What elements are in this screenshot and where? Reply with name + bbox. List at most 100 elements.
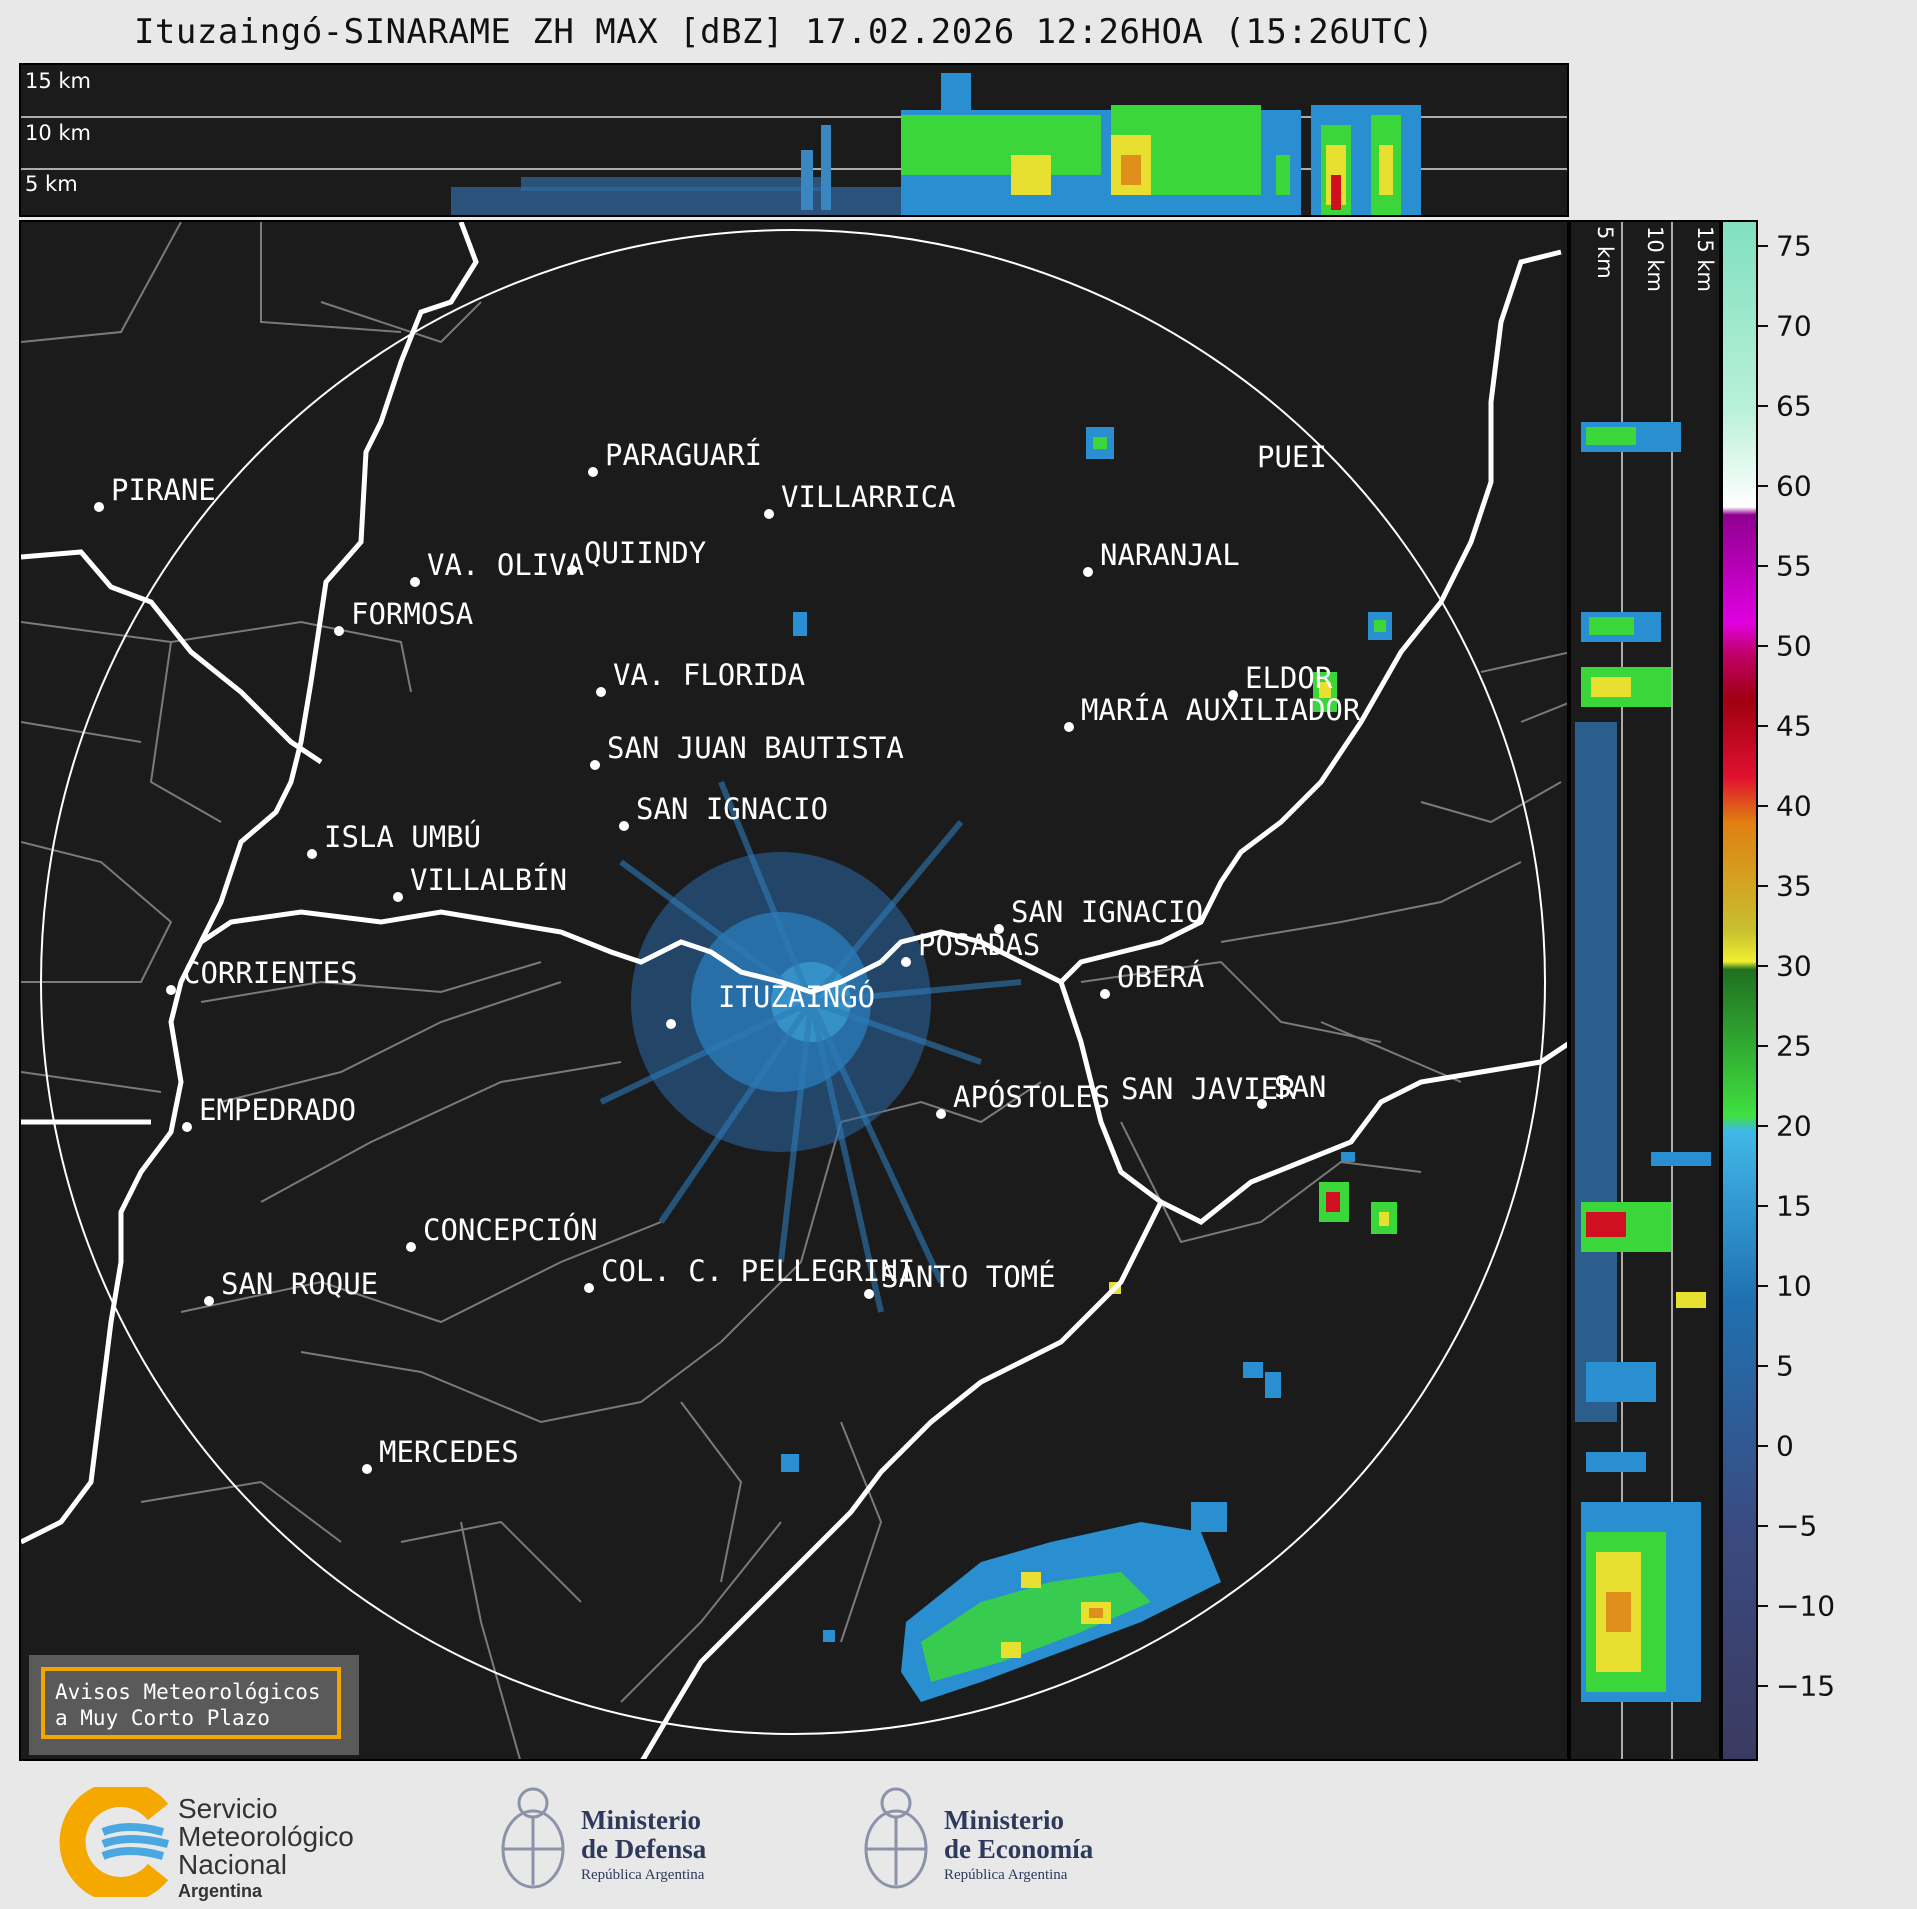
- svg-text:POSADAS: POSADAS: [918, 928, 1040, 962]
- colorbar-tick-55: 55: [1776, 549, 1812, 583]
- city-villarrica: VILLARRICA: [764, 480, 956, 519]
- smn-line-4: Argentina: [178, 1881, 263, 1901]
- city-posadas: POSADAS: [901, 928, 1040, 967]
- colorbar-tick-20: 20: [1776, 1109, 1812, 1143]
- svg-text:FORMOSA: FORMOSA: [351, 597, 473, 631]
- svg-text:VA. FLORIDA: VA. FLORIDA: [613, 658, 805, 692]
- city-santo-tome: SANTO TOMÉ: [864, 1260, 1056, 1299]
- city-ituzaingo: ITUZAINGÓ: [666, 980, 875, 1029]
- side-cross-section-panel: 5 km 10 km 15 km: [1569, 220, 1721, 1761]
- colorbar-tick-35: 35: [1776, 869, 1812, 903]
- svg-text:MARÍA AUXILIADOR: MARÍA AUXILIADOR: [1081, 693, 1361, 727]
- svg-text:EMPEDRADO: EMPEDRADO: [199, 1093, 356, 1127]
- city-puei: PUEI: [1257, 440, 1327, 474]
- city-villalbin: VILLALBÍN: [393, 863, 567, 902]
- city-apostoles: APÓSTOLES: [936, 1080, 1110, 1119]
- smn-line-1: Servicio: [178, 1793, 278, 1824]
- defensa-line-2: de Defensa: [581, 1834, 707, 1864]
- smn-line-2: Meteorológico: [178, 1821, 354, 1852]
- colorbar-tick-0: 0: [1776, 1429, 1794, 1463]
- coat-of-arms-icon: [501, 1787, 565, 1889]
- svg-text:SAN IGNACIO: SAN IGNACIO: [1011, 895, 1203, 929]
- warning-box[interactable]: Avisos Meteorológicos a Muy Corto Plazo: [29, 1655, 359, 1755]
- city-san-ignacio-py: SAN IGNACIO: [619, 792, 828, 831]
- colorbar-tick-70: 70: [1776, 309, 1812, 343]
- side-alt-label-15: 15 km: [1693, 226, 1717, 293]
- colorbar-tick-minus15: −15: [1776, 1669, 1836, 1703]
- colorbar-tick-10: 10: [1776, 1269, 1812, 1303]
- side-alt-label-5: 5 km: [1593, 226, 1617, 279]
- city-san-ignacio-ar: SAN IGNACIO: [994, 895, 1203, 934]
- city-eldor: ELDOR: [1228, 661, 1333, 700]
- city-quiindy: QUIINDY: [567, 536, 706, 575]
- top-cross-section-plot: [21, 73, 1567, 215]
- svg-text:SAN IGNACIO: SAN IGNACIO: [636, 792, 828, 826]
- city-san-javier: SAN JAVIER: [1121, 1072, 1296, 1106]
- economia-line-3: República Argentina: [944, 1867, 1068, 1883]
- city-col-c-pellegrini: COL. C. PELLEGRINI: [584, 1254, 915, 1293]
- colorbar-tick-minus10: −10: [1776, 1589, 1836, 1623]
- svg-text:PIRANE: PIRANE: [111, 473, 216, 507]
- city-naranjal: NARANJAL: [1083, 538, 1240, 577]
- radar-map: PIRANE PARAGUARÍ VILLARRICA QUIINDY VA. …: [21, 222, 1567, 1759]
- colorbar-tick-5: 5: [1776, 1349, 1794, 1383]
- top-alt-label-10: 10 km: [25, 121, 92, 145]
- top-alt-label-15: 15 km: [25, 69, 92, 93]
- footer: Servicio Meteorológico Nacional Argentin…: [0, 1762, 1917, 1909]
- svg-text:ISLA UMBÚ: ISLA UMBÚ: [324, 820, 481, 854]
- svg-text:NARANJAL: NARANJAL: [1100, 538, 1240, 572]
- radar-echo-cells: [781, 427, 1397, 1702]
- svg-text:CONCEPCIÓN: CONCEPCIÓN: [423, 1213, 598, 1247]
- city-concepcion: CONCEPCIÓN: [406, 1213, 598, 1252]
- city-san-juan-bautista: SAN JUAN BAUTISTA: [590, 731, 904, 770]
- colorbar-tick-45: 45: [1776, 709, 1812, 743]
- colorbar-tick-50: 50: [1776, 629, 1812, 663]
- smn-logo-icon: [59, 1787, 169, 1897]
- chart-title: Ituzaingó-SINARAME ZH MAX [dBZ] 17.02.20…: [133, 12, 1435, 52]
- colorbar-tick-65: 65: [1776, 389, 1812, 423]
- top-alt-label-5: 5 km: [25, 172, 78, 196]
- colorbar-tick-25: 25: [1776, 1029, 1812, 1063]
- city-san-edge: SAN: [1257, 1070, 1326, 1109]
- svg-text:SAN: SAN: [1274, 1070, 1326, 1104]
- svg-text:SAN JUAN BAUTISTA: SAN JUAN BAUTISTA: [607, 731, 904, 765]
- side-alt-label-10: 10 km: [1643, 226, 1667, 293]
- svg-text:PARAGUARÍ: PARAGUARÍ: [605, 438, 762, 472]
- colorbar-tick-30: 30: [1776, 949, 1812, 983]
- svg-text:VILLARRICA: VILLARRICA: [781, 480, 956, 514]
- warning-line-1: Avisos Meteorológicos: [55, 1680, 321, 1704]
- colorbar-ticks: 75 70 65 60 55 50 45 40 35 30 25 20 15 1…: [1758, 220, 1917, 1761]
- city-mercedes: MERCEDES: [362, 1435, 519, 1474]
- svg-text:MERCEDES: MERCEDES: [379, 1435, 519, 1469]
- colorbar-tick-75: 75: [1776, 229, 1812, 263]
- rivers-borders: [21, 222, 1567, 1759]
- colorbar-tick-15: 15: [1776, 1189, 1812, 1223]
- svg-text:VA. OLIVA: VA. OLIVA: [427, 548, 584, 582]
- city-markers: PIRANE PARAGUARÍ VILLARRICA QUIINDY VA. …: [94, 438, 1361, 1474]
- svg-text:VILLALBÍN: VILLALBÍN: [410, 863, 567, 897]
- city-corrientes: CORRIENTES: [166, 956, 358, 995]
- svg-text:SAN JAVIER: SAN JAVIER: [1121, 1072, 1296, 1106]
- side-cross-section-plot: [1575, 222, 1711, 1759]
- svg-text:APÓSTOLES: APÓSTOLES: [953, 1080, 1110, 1114]
- warning-line-2: a Muy Corto Plazo: [55, 1706, 270, 1730]
- ministerio-defensa-logo[interactable]: Ministerio de Defensa República Argentin…: [495, 1777, 755, 1902]
- radar-echo-center: [599, 780, 1022, 1313]
- defensa-line-3: República Argentina: [581, 1867, 705, 1883]
- economia-line-1: Ministerio: [944, 1805, 1064, 1835]
- city-va-florida: VA. FLORIDA: [596, 658, 805, 697]
- city-formosa: FORMOSA: [334, 597, 473, 636]
- smn-line-3: Nacional: [178, 1849, 287, 1880]
- smn-logo[interactable]: Servicio Meteorológico Nacional Argentin…: [58, 1787, 388, 1901]
- city-va-oliva: VA. OLIVA: [410, 548, 584, 587]
- defensa-line-1: Ministerio: [581, 1805, 701, 1835]
- economia-line-2: de Economía: [944, 1834, 1094, 1864]
- colorbar-tick-minus5: −5: [1776, 1509, 1818, 1543]
- svg-text:ITUZAINGÓ: ITUZAINGÓ: [718, 980, 875, 1014]
- svg-text:COL. C. PELLEGRINI: COL. C. PELLEGRINI: [601, 1254, 915, 1288]
- admin-boundaries: [21, 222, 1567, 1759]
- svg-text:CORRIENTES: CORRIENTES: [183, 956, 358, 990]
- city-maria-auxiliadora: MARÍA AUXILIADOR: [1064, 693, 1361, 732]
- ministerio-economia-logo[interactable]: Ministerio de Economía República Argenti…: [858, 1777, 1138, 1902]
- colorbar-tick-60: 60: [1776, 469, 1812, 503]
